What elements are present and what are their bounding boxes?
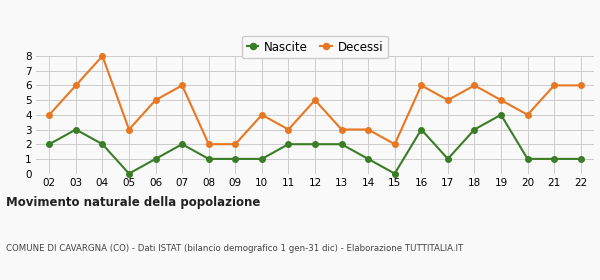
Nascite: [232, 157, 239, 161]
Text: COMUNE DI CAVARGNA (CO) - Dati ISTAT (bilancio demografico 1 gen-31 dic) - Elabo: COMUNE DI CAVARGNA (CO) - Dati ISTAT (bi…: [6, 244, 463, 253]
Legend: Nascite, Decessi: Nascite, Decessi: [242, 36, 388, 59]
Decessi: [285, 128, 292, 131]
Decessi: [444, 99, 451, 102]
Nascite: [205, 157, 212, 161]
Decessi: [524, 113, 531, 116]
Nascite: [551, 157, 558, 161]
Decessi: [365, 128, 372, 131]
Decessi: [311, 99, 319, 102]
Nascite: [577, 157, 584, 161]
Nascite: [497, 113, 505, 116]
Nascite: [444, 157, 451, 161]
Nascite: [179, 143, 186, 146]
Decessi: [72, 84, 79, 87]
Nascite: [99, 143, 106, 146]
Nascite: [285, 143, 292, 146]
Decessi: [391, 143, 398, 146]
Decessi: [99, 54, 106, 58]
Decessi: [338, 128, 345, 131]
Nascite: [391, 172, 398, 175]
Decessi: [497, 99, 505, 102]
Decessi: [258, 113, 265, 116]
Nascite: [152, 157, 159, 161]
Decessi: [125, 128, 133, 131]
Nascite: [125, 172, 133, 175]
Text: Movimento naturale della popolazione: Movimento naturale della popolazione: [6, 196, 260, 209]
Nascite: [72, 128, 79, 131]
Line: Nascite: Nascite: [47, 112, 583, 176]
Decessi: [471, 84, 478, 87]
Line: Decessi: Decessi: [47, 53, 583, 147]
Nascite: [46, 143, 53, 146]
Decessi: [152, 99, 159, 102]
Decessi: [418, 84, 425, 87]
Nascite: [418, 128, 425, 131]
Nascite: [471, 128, 478, 131]
Decessi: [551, 84, 558, 87]
Nascite: [311, 143, 319, 146]
Nascite: [365, 157, 372, 161]
Decessi: [179, 84, 186, 87]
Decessi: [205, 143, 212, 146]
Nascite: [338, 143, 345, 146]
Nascite: [524, 157, 531, 161]
Decessi: [232, 143, 239, 146]
Decessi: [46, 113, 53, 116]
Decessi: [577, 84, 584, 87]
Nascite: [258, 157, 265, 161]
